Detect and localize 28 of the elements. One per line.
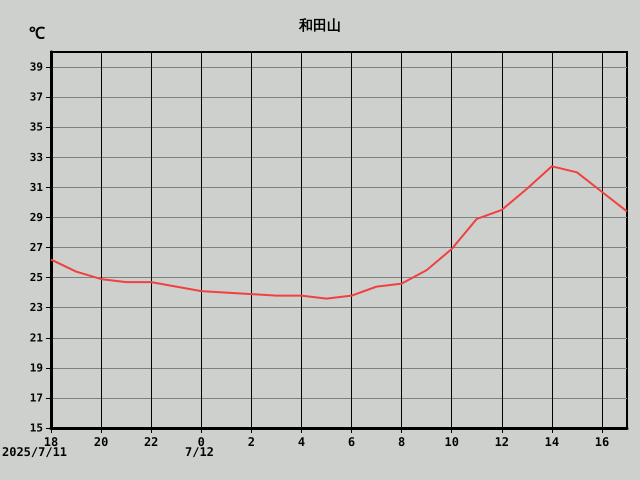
y-tick-label: 25 bbox=[30, 271, 43, 284]
x-tick-label: 6 bbox=[348, 435, 356, 449]
y-tick-label: 35 bbox=[30, 120, 43, 134]
y-tick-label: 17 bbox=[30, 391, 43, 404]
x-tick-label: 14 bbox=[544, 435, 560, 449]
y-tick-label: 15 bbox=[30, 422, 43, 434]
y-tick-label: 21 bbox=[30, 331, 44, 344]
chart-title: 和田山 bbox=[298, 18, 341, 34]
y-tick-label: 27 bbox=[30, 241, 43, 254]
y-tick-label: 29 bbox=[30, 210, 43, 224]
y-tick-label: 39 bbox=[30, 60, 43, 74]
text: 7/12 bbox=[185, 445, 214, 459]
text: 2025/7/11 bbox=[2, 445, 68, 459]
y-tick-label: 19 bbox=[30, 361, 43, 374]
x-tick-label: 12 bbox=[494, 435, 510, 449]
y-tick-label: 37 bbox=[30, 90, 43, 104]
x-tick-label: 4 bbox=[298, 435, 306, 449]
y-axis-title: ℃ bbox=[29, 26, 45, 42]
x-tick-label: 10 bbox=[444, 435, 459, 449]
x-tick-label: 20 bbox=[94, 435, 108, 449]
x-tick-label: 8 bbox=[398, 435, 406, 449]
line-series bbox=[50, 165, 628, 300]
y-tick-label: 33 bbox=[30, 150, 43, 164]
y-tick-label: 31 bbox=[30, 180, 44, 194]
y-tick-label: 23 bbox=[30, 301, 43, 314]
x-tick-label: 22 bbox=[144, 435, 158, 449]
x-tick-label: 16 bbox=[594, 435, 610, 449]
x-tick-label: 2 bbox=[248, 435, 255, 449]
